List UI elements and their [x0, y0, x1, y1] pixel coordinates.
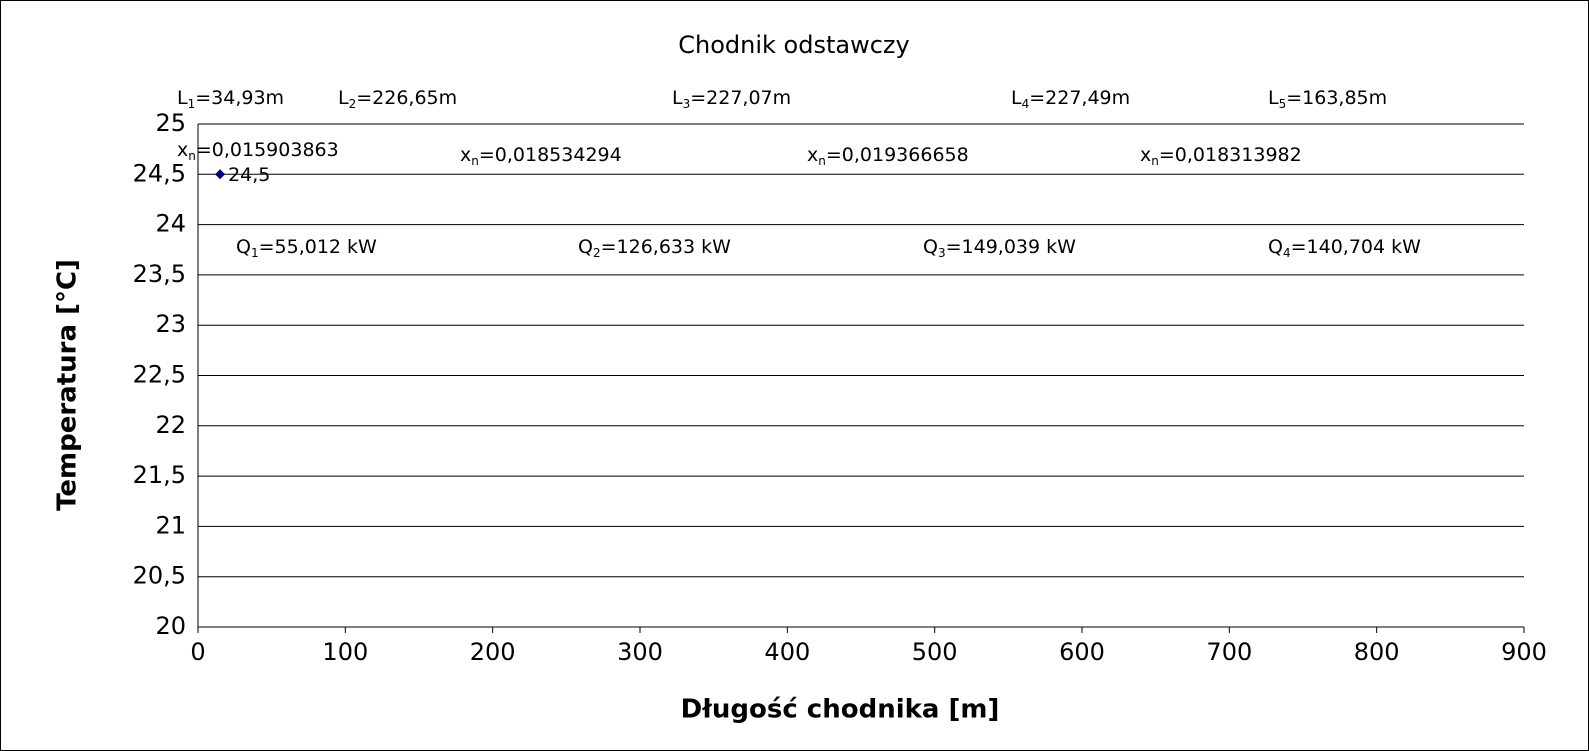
annotation-symbol: L	[177, 87, 188, 109]
annotation-subscript: 3	[683, 97, 691, 111]
annotation-value: =126,633 kW	[601, 236, 732, 258]
x-tick-label: 500	[912, 638, 958, 666]
annotation-symbol: Q	[923, 236, 938, 258]
x-tick-label: 700	[1206, 638, 1252, 666]
annotation-value: =227,07m	[690, 87, 791, 109]
annotation-value: =0,018534294	[479, 144, 622, 166]
annotation-symbol: x	[460, 144, 471, 166]
annotation-subscript: 2	[593, 246, 601, 260]
annotation-subscript: 2	[349, 97, 357, 111]
x-tick-label: 900	[1501, 638, 1547, 666]
data-point	[215, 169, 226, 180]
annotation-symbol: L	[338, 87, 349, 109]
data-label: 24,5	[228, 164, 270, 186]
annotation-value: =0,018313982	[1159, 144, 1302, 166]
annotation-value: =0,019366658	[826, 144, 969, 166]
annotation: Q1=55,012 kW	[236, 236, 377, 260]
annotation-symbol: Q	[578, 236, 593, 258]
annotation-symbol: Q	[1268, 236, 1283, 258]
y-tick-label: 20	[155, 612, 186, 640]
annotation: L5=163,85m	[1268, 87, 1387, 111]
x-tick-label: 100	[322, 638, 368, 666]
annotation-subscript: 5	[1279, 97, 1287, 111]
y-tick-label: 22,5	[133, 361, 186, 389]
annotation-subscript: 4	[1283, 246, 1291, 260]
chart-title: Chodnik odstawczy	[678, 31, 909, 59]
y-tick-label: 25	[155, 109, 186, 137]
annotation: Q2=126,633 kW	[578, 236, 731, 260]
annotation-subscript: 1	[188, 97, 196, 111]
annotation-value: =0,015903863	[196, 139, 339, 161]
annotation-value: =55,012 kW	[259, 236, 377, 258]
annotation: Q3=149,039 kW	[923, 236, 1076, 260]
annotation-symbol: x	[177, 139, 188, 161]
annotation-subscript: 4	[1022, 97, 1030, 111]
annotation: xn=0,018534294	[460, 144, 622, 168]
annotation-subscript: 1	[251, 246, 259, 260]
annotation-symbol: L	[1268, 87, 1279, 109]
annotation-symbol: x	[807, 144, 818, 166]
x-tick-label: 400	[764, 638, 810, 666]
y-tick-label: 23,5	[133, 260, 186, 288]
annotation: xn=0,015903863	[177, 139, 339, 163]
y-tick-label: 21	[155, 511, 186, 539]
annotation-value: =34,93m	[195, 87, 284, 109]
y-tick-label: 23	[155, 310, 186, 338]
annotation-value: =140,704 kW	[1291, 236, 1422, 258]
annotation: xn=0,019366658	[807, 144, 969, 168]
annotation: L3=227,07m	[672, 87, 791, 111]
annotation-subscript: n	[818, 154, 826, 168]
annotation-value: =163,85m	[1286, 87, 1387, 109]
x-tick-label: 300	[617, 638, 663, 666]
y-tick-label: 24	[155, 210, 186, 238]
annotation-symbol: L	[672, 87, 683, 109]
annotation-symbol: x	[1140, 144, 1151, 166]
annotation-subscript: n	[1151, 154, 1159, 168]
y-tick-label: 22	[155, 411, 186, 439]
x-tick-label: 0	[190, 638, 205, 666]
annotation: L2=226,65m	[338, 87, 457, 111]
annotation: xn=0,018313982	[1140, 144, 1302, 168]
x-axis-title: Długość chodnika [m]	[681, 695, 1000, 725]
annotation: L4=227,49m	[1011, 87, 1130, 111]
x-tick-label: 200	[470, 638, 516, 666]
annotation-value: =149,039 kW	[946, 236, 1077, 258]
x-tick-label: 800	[1354, 638, 1400, 666]
annotation-subscript: n	[471, 154, 479, 168]
annotation-subscript: 3	[938, 246, 946, 260]
annotation-value: =227,49m	[1029, 87, 1130, 109]
y-tick-label: 21,5	[133, 461, 186, 489]
y-axis-title: Temperatura [°C]	[53, 259, 83, 511]
annotation: Q4=140,704 kW	[1268, 236, 1421, 260]
y-tick-label: 24,5	[133, 159, 186, 187]
annotation-value: =226,65m	[356, 87, 457, 109]
annotation-symbol: L	[1011, 87, 1022, 109]
y-tick-label: 20,5	[133, 562, 186, 590]
x-tick-label: 600	[1059, 638, 1105, 666]
annotation: L1=34,93m	[177, 87, 284, 111]
annotation-symbol: Q	[236, 236, 251, 258]
annotation-subscript: n	[188, 149, 196, 163]
